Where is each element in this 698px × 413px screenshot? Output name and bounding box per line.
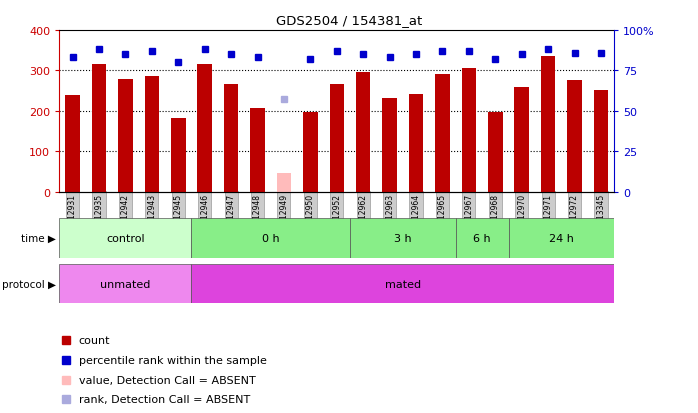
- Bar: [171, 119, 186, 192]
- Bar: [91, 65, 106, 192]
- Text: control: control: [106, 233, 144, 244]
- Bar: [329, 85, 344, 192]
- Bar: [198, 65, 212, 192]
- Bar: [383, 99, 397, 192]
- Text: 6 h: 6 h: [473, 233, 491, 244]
- Text: percentile rank within the sample: percentile rank within the sample: [79, 355, 267, 365]
- Bar: [436, 75, 450, 192]
- Text: 0 h: 0 h: [262, 233, 279, 244]
- Text: 3 h: 3 h: [394, 233, 412, 244]
- Text: 24 h: 24 h: [549, 233, 574, 244]
- Bar: [514, 88, 529, 192]
- Bar: [594, 90, 608, 192]
- Bar: [59, 264, 191, 304]
- Bar: [118, 80, 133, 192]
- Bar: [509, 219, 614, 258]
- Bar: [409, 95, 423, 192]
- Text: value, Detection Call = ABSENT: value, Detection Call = ABSENT: [79, 375, 255, 385]
- Bar: [224, 85, 238, 192]
- Bar: [350, 219, 456, 258]
- Bar: [461, 69, 476, 192]
- Bar: [276, 174, 291, 192]
- Text: GDS2504 / 154381_at: GDS2504 / 154381_at: [276, 14, 422, 27]
- Bar: [59, 219, 191, 258]
- Bar: [191, 219, 350, 258]
- Bar: [356, 72, 371, 192]
- Bar: [541, 57, 556, 192]
- Bar: [66, 96, 80, 192]
- Bar: [567, 81, 582, 192]
- Bar: [191, 264, 614, 304]
- Bar: [303, 113, 318, 192]
- Text: count: count: [79, 335, 110, 345]
- Bar: [144, 77, 159, 192]
- Bar: [488, 113, 503, 192]
- Text: rank, Detection Call = ABSENT: rank, Detection Call = ABSENT: [79, 394, 250, 404]
- Text: time ▶: time ▶: [21, 233, 56, 244]
- Bar: [251, 109, 265, 192]
- Text: mated: mated: [385, 279, 421, 289]
- Bar: [456, 219, 509, 258]
- Text: unmated: unmated: [101, 279, 151, 289]
- Text: protocol ▶: protocol ▶: [2, 279, 56, 289]
